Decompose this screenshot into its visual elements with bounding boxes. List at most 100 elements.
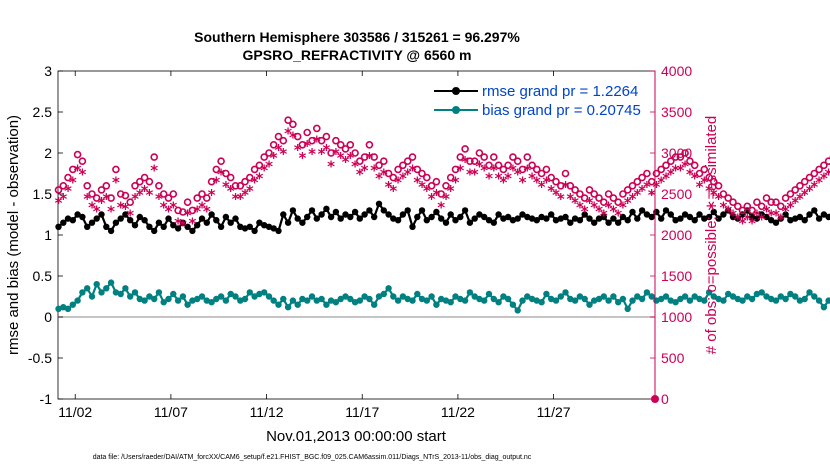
data-point: [720, 297, 727, 304]
data-point: [217, 223, 225, 230]
possible-point: [336, 141, 345, 149]
data-point: [256, 219, 263, 226]
data-point: [261, 289, 268, 296]
data-point: [605, 297, 612, 304]
assimilated-point: *: [806, 182, 814, 200]
data-point: [576, 293, 584, 300]
possible-point: [303, 128, 312, 137]
possible-point: [159, 190, 168, 198]
data-point: [452, 217, 459, 224]
possible-point: [719, 190, 728, 198]
data-point: [308, 293, 316, 300]
possible-point: [222, 169, 230, 178]
assimilated-point: *: [562, 178, 570, 196]
data-point: [787, 290, 794, 298]
assimilated-point: *: [184, 207, 192, 225]
possible-point: [686, 157, 694, 165]
possible-point: [183, 198, 192, 206]
data-point: [543, 215, 550, 222]
assimilated-point: *: [705, 182, 713, 200]
assimilated-point: *: [399, 170, 407, 188]
possible-point: [403, 157, 412, 165]
y-right-tick-label: 0: [661, 391, 669, 407]
data-point: [806, 211, 813, 218]
assimilated-point: *: [394, 174, 402, 192]
data-point: [796, 297, 804, 304]
data-point: [667, 211, 674, 218]
data-point: [782, 295, 789, 303]
possible-point: [136, 177, 144, 186]
data-point: [289, 297, 297, 304]
data-point: [366, 207, 373, 214]
data-point: [634, 293, 641, 300]
possible-point: [619, 190, 627, 198]
legend-rmse-marker: [452, 87, 460, 95]
assimilated-point: *: [810, 178, 818, 196]
data-point: [514, 307, 521, 314]
data-point: [672, 217, 679, 224]
data-point: [471, 215, 478, 222]
assimilated-point: *: [538, 178, 546, 196]
assimilated-point: *: [318, 145, 326, 163]
assimilated-point: *: [514, 166, 522, 184]
data-point: [681, 211, 689, 218]
right-axis-zero-marker: [651, 395, 659, 403]
data-point: [399, 293, 407, 300]
data-point: [55, 223, 62, 230]
data-point: [275, 227, 282, 235]
assimilated-point: *: [667, 166, 675, 184]
data-point: [232, 215, 239, 222]
possible-point: [375, 161, 383, 170]
data-point: [74, 297, 81, 304]
assimilated-point: *: [710, 186, 718, 204]
data-point: [811, 207, 818, 214]
data-point: [562, 289, 569, 296]
data-point: [136, 295, 143, 303]
data-point: [610, 215, 617, 222]
assimilated-point: *: [791, 194, 799, 212]
assimilated-point: *: [475, 157, 483, 175]
data-point: [624, 217, 631, 224]
data-point: [342, 293, 349, 300]
data-point: [79, 213, 86, 221]
data-point: [399, 211, 407, 218]
possible-point: [150, 153, 158, 161]
data-point: [782, 211, 789, 218]
assimilated-point: *: [763, 202, 771, 220]
data-point: [705, 213, 713, 221]
possible-point: [805, 173, 814, 182]
data-point: [174, 297, 182, 304]
x-tick-label: 11/02: [58, 404, 92, 420]
assimilated-point: *: [691, 170, 699, 188]
possible-point: [442, 182, 450, 190]
assimilated-point: *: [217, 166, 225, 184]
data-point: [265, 293, 273, 300]
data-point: [581, 211, 588, 218]
legend-bias-marker: [452, 106, 460, 114]
data-point: [801, 295, 808, 303]
assimilated-point: *: [633, 186, 641, 204]
data-point: [117, 215, 124, 222]
data-point: [217, 293, 225, 300]
assimilated-point: *: [126, 207, 134, 225]
possible-point: [800, 177, 809, 186]
data-point: [394, 297, 402, 304]
possible-point: [241, 177, 249, 186]
data-point: [361, 211, 368, 218]
possible-point: [226, 173, 235, 182]
data-point: [811, 293, 818, 300]
data-point: [610, 293, 617, 300]
data-point: [318, 211, 325, 218]
data-point: [748, 213, 756, 221]
data-point: [351, 208, 359, 216]
data-point: [270, 297, 277, 304]
data-point: [428, 213, 435, 221]
data-point: [251, 227, 258, 235]
data-point: [557, 293, 564, 300]
assimilated-point: *: [748, 215, 756, 233]
assimilated-point: *: [576, 198, 584, 216]
assimilated-point: *: [782, 202, 790, 220]
assimilated-point: *: [418, 178, 426, 196]
data-point: [332, 299, 340, 306]
assimilated-point: *: [452, 174, 460, 192]
